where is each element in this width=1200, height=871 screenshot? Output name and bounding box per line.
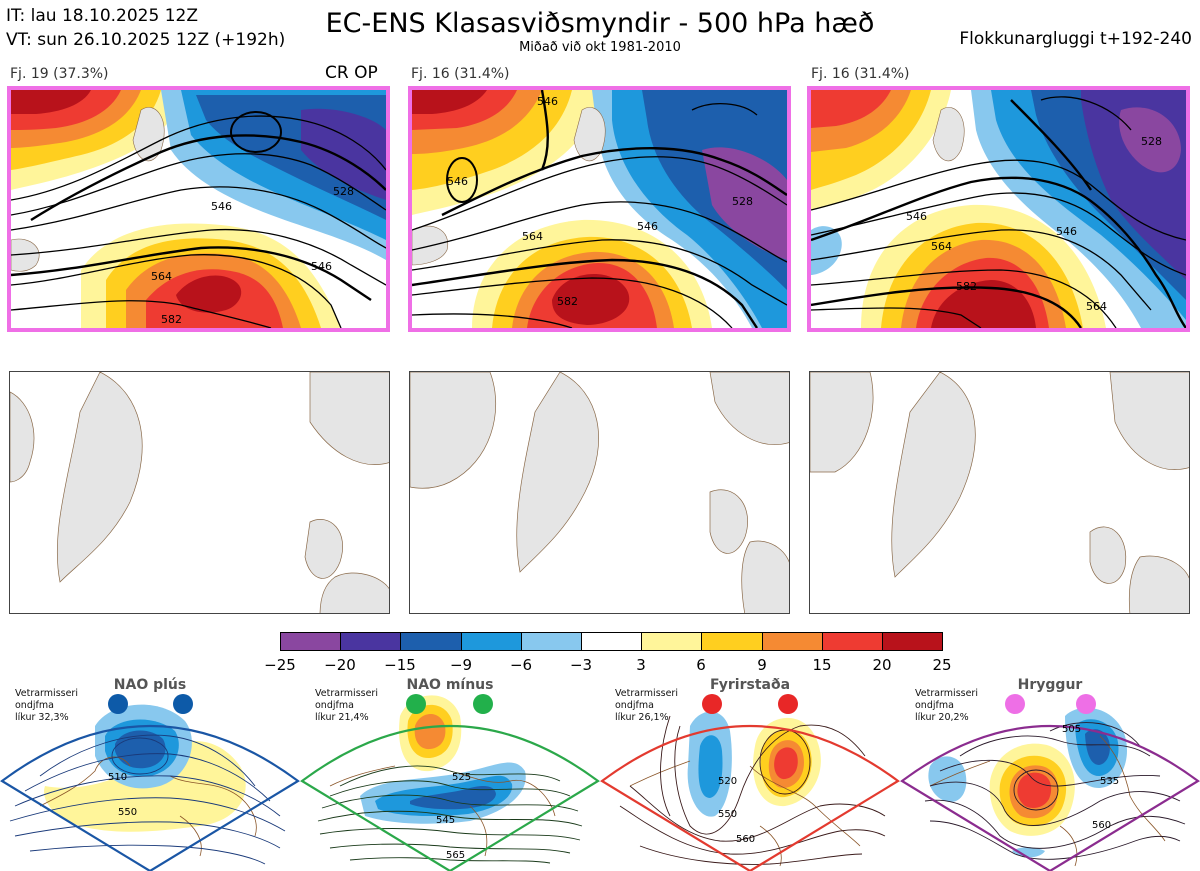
- contour-label: 550: [118, 807, 137, 818]
- regime-marker-dot: [108, 694, 128, 714]
- colorbar-tick: 20: [872, 656, 892, 674]
- contour-label: 565: [446, 850, 465, 861]
- cluster-map-3: 546 564 582 528 546 564: [807, 86, 1190, 332]
- colorbar-tick: −9: [449, 656, 473, 674]
- colorbar-tick: −3: [569, 656, 593, 674]
- colorbar-tick: 9: [757, 656, 767, 674]
- regime-nao-plus: 510 550 NAO plús Vetrarmisseri ondjfma l…: [0, 676, 300, 871]
- panel-2-label: Fj. 16 (31.4%): [411, 66, 510, 82]
- initial-time: IT: lau 18.10.2025 12Z: [6, 6, 198, 26]
- contour-label: 546: [211, 200, 232, 213]
- contour-label: 546: [537, 95, 558, 108]
- panel-3-label: Fj. 16 (31.4%): [811, 66, 910, 82]
- colorbar-tick: −20: [324, 656, 356, 674]
- valid-time: VT: sun 26.10.2025 12Z (+192h): [6, 30, 286, 50]
- colorbar-tick: 6: [696, 656, 706, 674]
- blank-map-1: [9, 371, 390, 614]
- regime-marker-dot: [173, 694, 193, 714]
- contour-label: 564: [931, 240, 952, 253]
- regime-marker-dot: [1005, 694, 1025, 714]
- regime-marker-dot: [702, 694, 722, 714]
- colorbar-tick: −25: [264, 656, 296, 674]
- contour-label: 546: [311, 260, 332, 273]
- regime-note: Vetrarmisseri ondjfma líkur 32,3%: [15, 688, 78, 723]
- header-times: IT: lau 18.10.2025 12Z VT: sun 26.10.202…: [6, 4, 285, 52]
- contour-label: 528: [1141, 135, 1162, 148]
- colorbar-cell: [401, 633, 462, 650]
- page-title: EC-ENS Klasasviðsmyndir - 500 hPa hæð: [325, 8, 875, 39]
- regime-nao-minus: 525 545 565 NAO mínus Vetrarmisseri ondj…: [300, 676, 600, 871]
- page-subtitle: Miðað við okt 1981-2010: [519, 40, 681, 55]
- colorbar-cell: [642, 633, 703, 650]
- contour-label: 546: [906, 210, 927, 223]
- panel-1-label: Fj. 19 (37.3%): [10, 66, 109, 82]
- colorbar-cell: [341, 633, 402, 650]
- colorbar-tick: −15: [384, 656, 416, 674]
- panel-1-tag: CR OP: [325, 63, 378, 83]
- contour-label: 528: [333, 185, 354, 198]
- contour-label: 546: [1056, 225, 1077, 238]
- colorbar-cell: [461, 633, 522, 650]
- colorbar-tick: 3: [636, 656, 646, 674]
- contour-label: 560: [1092, 820, 1111, 831]
- regime-name: Hryggur: [1017, 677, 1083, 693]
- contour-label: 564: [522, 230, 543, 243]
- regime-note: Vetrarmisseri ondjfma líkur 26,1%: [615, 688, 678, 723]
- regime-ridge: 505 535 560 Hryggur Vetrarmisseri ondjfm…: [900, 676, 1200, 871]
- regime-name: Fyrirstaða: [709, 677, 791, 693]
- contour-label: 528: [732, 195, 753, 208]
- contour-label: 582: [161, 313, 182, 326]
- colorbar-cell: [581, 633, 643, 650]
- cluster-map-2: 546 564 582 528 546 546: [408, 86, 791, 332]
- colorbar-cell: [762, 633, 823, 650]
- regime-marker-dot: [1076, 694, 1096, 714]
- colorbar-cell: [882, 633, 943, 650]
- contour-label: 546: [637, 220, 658, 233]
- contour-label: 535: [1100, 776, 1119, 787]
- colorbar-cell: [702, 633, 763, 650]
- colorbar-tick: 15: [812, 656, 832, 674]
- regime-note: Vetrarmisseri ondjfma líkur 21,4%: [315, 688, 378, 723]
- contour-label: 550: [718, 809, 737, 820]
- contour-label: 582: [557, 295, 578, 308]
- classification-window: Flokkunargluggi t+192-240: [959, 29, 1192, 49]
- contour-label: 520: [718, 776, 737, 787]
- contour-label: 560: [736, 834, 755, 845]
- contour-label: 510: [108, 772, 127, 783]
- contour-label: 564: [1086, 300, 1107, 313]
- colorbar-cell: [822, 633, 883, 650]
- contour-label: 505: [1062, 724, 1081, 735]
- contour-label: 525: [452, 772, 471, 783]
- contour-label: 582: [956, 280, 977, 293]
- contour-label: 564: [151, 270, 172, 283]
- regime-note: Vetrarmisseri ondjfma líkur 20,2%: [915, 688, 978, 723]
- colorbar-cell: [521, 633, 582, 650]
- colorbar-tick: 25: [932, 656, 952, 674]
- colorbar-tick: −6: [509, 656, 533, 674]
- regime-name: NAO mínus: [406, 677, 494, 693]
- colorbar-cell: [281, 633, 342, 650]
- cluster-map-1: 528 546 564 582 546: [7, 86, 390, 332]
- regime-marker-dot: [778, 694, 798, 714]
- regime-name: NAO plús: [113, 677, 187, 693]
- regime-marker-dot: [406, 694, 426, 714]
- blank-map-2: [409, 371, 790, 614]
- blank-map-3: [809, 371, 1190, 614]
- contour-label: 546: [447, 175, 468, 188]
- regime-blocking: 520 550 560 Fyrirstaða Vetrarmisseri ond…: [600, 676, 900, 871]
- regime-marker-dot: [473, 694, 493, 714]
- colorbar: [280, 632, 943, 651]
- contour-label: 545: [436, 815, 455, 826]
